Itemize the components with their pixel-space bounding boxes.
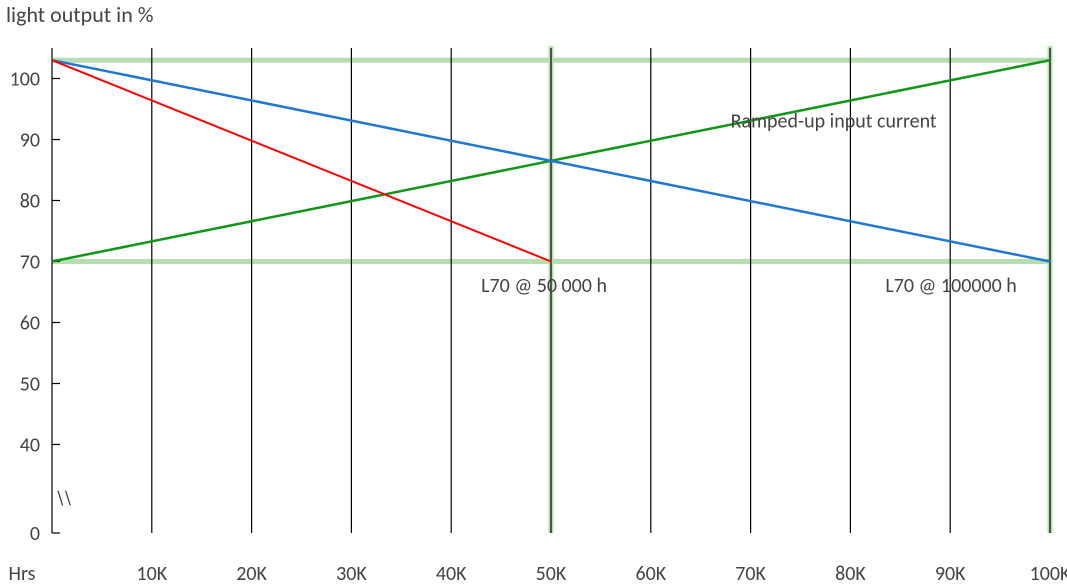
annotation-red_label: L70 @ 50 000 h <box>481 274 607 298</box>
x-tick-label: 10K <box>136 562 167 586</box>
annotation-blue_label: L70 @ 100000 h <box>885 274 1016 298</box>
x-tick-label: 30K <box>336 562 367 586</box>
y-tick-label: 100 <box>10 68 40 92</box>
x-tick-label: 100K <box>1030 562 1067 586</box>
x-axis-label: Hrs <box>9 562 36 586</box>
x-tick-label: 60K <box>635 562 666 586</box>
annotation-green_label: Ramped-up input current <box>731 109 937 133</box>
x-tick-label: 20K <box>236 562 267 586</box>
series-red <box>52 60 551 261</box>
x-tick-label: 90K <box>935 562 966 586</box>
y-tick-label: 80 <box>20 190 40 214</box>
y-tick-label: 60 <box>20 312 40 336</box>
y-tick-label: 90 <box>20 129 40 153</box>
y-tick-label: 0 <box>30 522 40 546</box>
line-chart: light output in % 0 40 50 60 70 80 90 100 \\ 10K 20… <box>0 0 1067 588</box>
axis-break-symbol: \\ <box>56 487 71 511</box>
y-tick-label: 40 <box>20 434 40 458</box>
y-tick-label: 70 <box>20 251 40 275</box>
chart-container: light output in % 0 40 50 60 70 80 90 100 \\ 10K 20… <box>0 0 1067 588</box>
chart-title: light output in % <box>6 1 154 28</box>
y-tick-label: 50 <box>20 373 40 397</box>
x-tick-label: 70K <box>735 562 766 586</box>
x-tick-label: 40K <box>436 562 467 586</box>
x-tick-label: 50K <box>536 562 567 586</box>
x-tick-label: 80K <box>835 562 866 586</box>
